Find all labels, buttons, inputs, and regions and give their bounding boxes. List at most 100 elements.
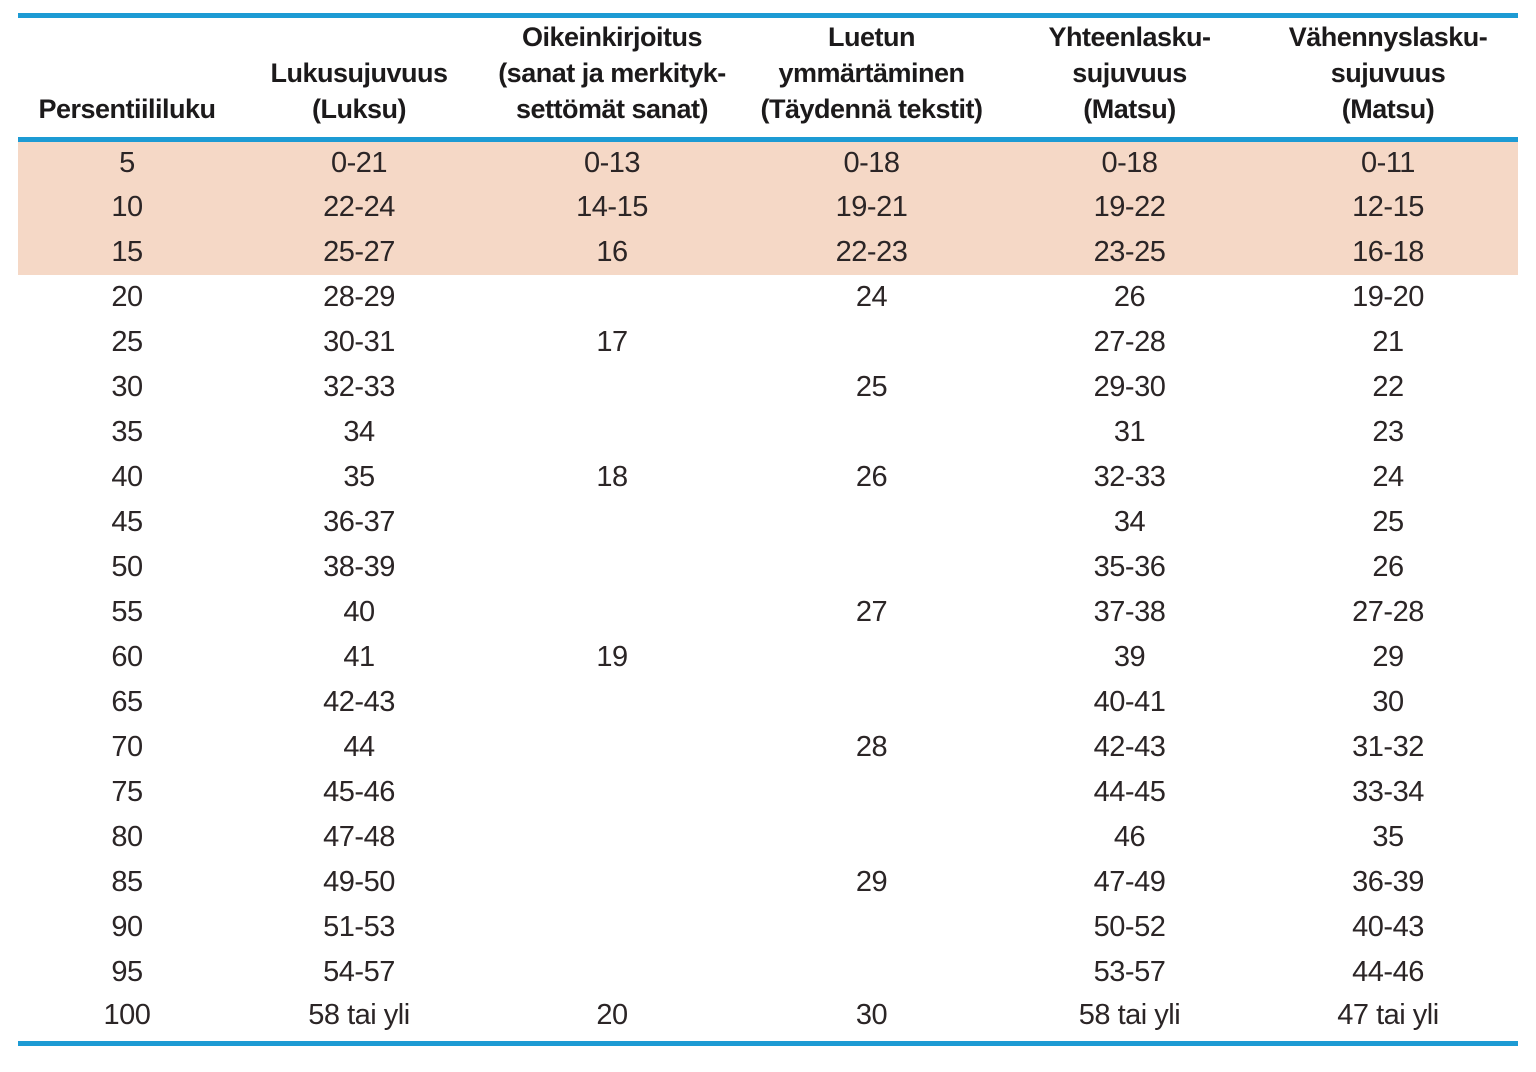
cell-vahennyslasku-sujuvuus: 26 [1372,550,1404,583]
cell-luetun-ymmartaminen [742,635,1001,680]
cell-lukusujuvuus: 45-46 [323,775,395,808]
cell-oikeinkirjoitus [482,905,742,950]
cell-oikeinkirjoitus: 18 [596,460,628,493]
cell-vahennyslasku-sujuvuus: 30 [1372,685,1404,718]
cell-persentiililuku: 70 [111,730,143,763]
table-body: 5 0-21 0-13 0-18 0-18 0-11 10 22-24 14-15 19-21 19… [18,139,1518,1044]
cell-vahennyslasku-sujuvuus: 36-39 [1352,865,1424,898]
cell-oikeinkirjoitus [482,770,742,815]
table-row-percentile-100: 100 58 tai yli 20 30 58 tai yli 47 tai yli [18,995,1518,1044]
column-header-vahennyslasku-sujuvuus-line: Vähennyslasku- [1288,22,1488,52]
cell-vahennyslasku-sujuvuus: 33-34 [1352,775,1424,808]
cell-oikeinkirjoitus [482,545,742,590]
table-row-percentile-45: 45 36-37 34 25 [18,500,1518,545]
cell-persentiililuku: 20 [111,280,143,313]
cell-yhteenlasku-sujuvuus: 29-30 [1093,370,1166,403]
column-header-yhteenlasku-sujuvuus-line: (Matsu) [1083,94,1176,124]
cell-lukusujuvuus: 38-39 [323,550,395,583]
cell-vahennyslasku-sujuvuus: 25 [1372,505,1404,538]
cell-vahennyslasku-sujuvuus: 23 [1372,415,1404,448]
table-row-percentile-80: 80 47-48 46 35 [18,815,1518,860]
cell-persentiililuku: 35 [111,415,143,448]
cell-luetun-ymmartaminen [742,905,1001,950]
cell-vahennyslasku-sujuvuus: 40-43 [1352,910,1424,943]
column-header-persentiililuku: Persentiililuku [18,15,236,142]
cell-vahennyslasku-sujuvuus: 44-46 [1352,955,1424,988]
table-row-percentile-60: 60 41 19 39 29 [18,635,1518,680]
cell-persentiililuku: 45 [111,505,143,538]
table-row-percentile-25: 25 30-31 17 27-28 21 [18,320,1518,365]
cell-oikeinkirjoitus [482,860,742,905]
cell-oikeinkirjoitus: 14-15 [576,190,648,223]
cell-lukusujuvuus: 47-48 [323,820,395,853]
cell-persentiililuku: 5 [119,146,135,179]
table-row-percentile-75: 75 45-46 44-45 33-34 [18,770,1518,815]
column-header-luetun-ymmartaminen: Luetun ymmärtäminen (Täydennä tekstit) [742,15,1001,142]
cell-luetun-ymmartaminen: 24 [855,280,888,313]
column-header-yhteenlasku-sujuvuus-line: Yhteenlasku- [1048,22,1211,52]
cell-yhteenlasku-sujuvuus: 39 [1113,640,1146,673]
cell-persentiililuku: 50 [111,550,143,583]
cell-yhteenlasku-sujuvuus: 31 [1113,415,1146,448]
column-header-lukusujuvuus: Lukusujuvuus (Luksu) [236,15,482,142]
cell-yhteenlasku-sujuvuus: 34 [1113,505,1146,538]
cell-luetun-ymmartaminen: 25 [855,370,888,403]
cell-yhteenlasku-sujuvuus: 35-36 [1093,550,1166,583]
column-header-yhteenlasku-sujuvuus-line: sujuvuus [1072,58,1187,88]
cell-luetun-ymmartaminen [742,545,1001,590]
cell-luetun-ymmartaminen: 30 [855,999,888,1032]
cell-oikeinkirjoitus [482,590,742,635]
cell-lukusujuvuus: 25-27 [323,235,395,268]
cell-vahennyslasku-sujuvuus: 22 [1372,370,1404,403]
table-row-percentile-55: 55 40 27 37-38 27-28 [18,590,1518,635]
column-header-lukusujuvuus-line: Lukusujuvuus [270,58,448,88]
cell-persentiililuku: 95 [111,955,143,988]
table-row-percentile-40: 40 35 18 26 32-33 24 [18,455,1518,500]
cell-luetun-ymmartaminen [742,410,1001,455]
table-row-percentile-5: 5 0-21 0-13 0-18 0-18 0-11 [18,139,1518,185]
cell-yhteenlasku-sujuvuus: 44-45 [1093,775,1166,808]
cell-yhteenlasku-sujuvuus: 50-52 [1093,910,1166,943]
table-row-percentile-35: 35 34 31 23 [18,410,1518,455]
cell-yhteenlasku-sujuvuus: 40-41 [1093,685,1166,718]
cell-yhteenlasku-sujuvuus: 23-25 [1093,235,1166,268]
cell-persentiililuku: 80 [111,820,143,853]
cell-lukusujuvuus: 40 [343,595,375,628]
column-header-oikeinkirjoitus-line: (sanat ja merkityk- [498,58,726,88]
cell-oikeinkirjoitus: 17 [596,325,628,358]
cell-yhteenlasku-sujuvuus: 47-49 [1093,865,1166,898]
table-row-percentile-20: 20 28-29 24 26 19-20 [18,275,1518,320]
cell-oikeinkirjoitus: 20 [596,999,628,1032]
column-header-luetun-ymmartaminen-line: ymmärtäminen [778,58,965,88]
cell-yhteenlasku-sujuvuus: 42-43 [1093,730,1166,763]
column-header-yhteenlasku-sujuvuus: Yhteenlasku-sujuvuus (Matsu) [1001,15,1258,142]
cell-luetun-ymmartaminen [742,815,1001,860]
cell-yhteenlasku-sujuvuus: 58 tai yli [1078,999,1181,1032]
cell-persentiililuku: 65 [111,685,143,718]
cell-oikeinkirjoitus: 16 [596,235,628,268]
cell-yhteenlasku-sujuvuus: 37-38 [1093,595,1166,628]
cell-lukusujuvuus: 0-21 [330,146,388,179]
cell-persentiililuku: 90 [111,910,143,943]
cell-oikeinkirjoitus [482,410,742,455]
cell-luetun-ymmartaminen: 27 [855,595,888,628]
cell-persentiililuku: 10 [111,190,143,223]
cell-vahennyslasku-sujuvuus: 16-18 [1352,235,1424,268]
table-row-percentile-50: 50 38-39 35-36 26 [18,545,1518,590]
table-row-percentile-10: 10 22-24 14-15 19-21 19-22 12-15 [18,184,1518,230]
cell-lukusujuvuus: 58 tai yli [308,999,410,1032]
cell-vahennyslasku-sujuvuus: 21 [1372,325,1404,358]
cell-lukusujuvuus: 35 [343,460,375,493]
cell-persentiililuku: 30 [111,370,143,403]
cell-vahennyslasku-sujuvuus: 27-28 [1352,595,1424,628]
table-row-percentile-85: 85 49-50 29 47-49 36-39 [18,860,1518,905]
cell-vahennyslasku-sujuvuus: 19-20 [1352,280,1424,313]
table-row-percentile-95: 95 54-57 53-57 44-46 [18,950,1518,995]
column-header-vahennyslasku-sujuvuus: Vähennyslasku-sujuvuus (Matsu) [1258,15,1518,142]
table-header: Persentiililuku Lukusujuvuus (Luksu) Oikein… [18,15,1518,142]
cell-oikeinkirjoitus [482,950,742,995]
cell-yhteenlasku-sujuvuus: 32-33 [1093,460,1166,493]
column-header-luetun-ymmartaminen-line: Luetun [828,22,915,52]
cell-lukusujuvuus: 41 [343,640,375,673]
table-header-row: Persentiililuku Lukusujuvuus (Luksu) Oikein… [18,15,1518,142]
